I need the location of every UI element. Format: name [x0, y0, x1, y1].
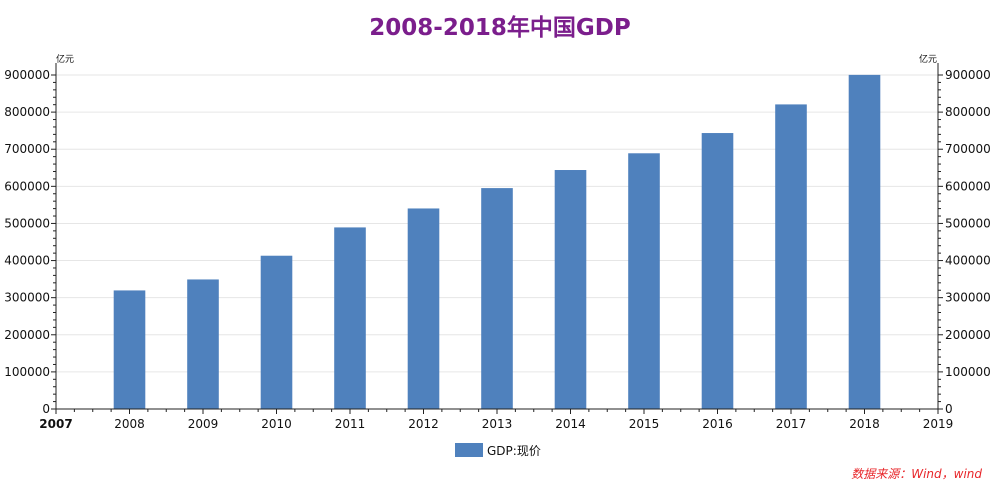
axes: 0 0 100000 100000 200000 200000 300000 300000 40…	[4, 63, 991, 431]
x-tick-label-2013: 2013	[482, 417, 513, 431]
bar-2017	[775, 104, 807, 410]
y-tick-label-right: 600000	[945, 179, 991, 193]
bar-2011	[334, 227, 366, 409]
legend-label: GDP:现价	[487, 443, 541, 458]
x-tick-label-2015: 2015	[629, 417, 660, 431]
y-tick-label-right: 100000	[945, 365, 991, 379]
x-tick-label-2018: 2018	[849, 417, 880, 431]
y-tick-label-right: 0	[945, 402, 953, 416]
bar-2018	[848, 74, 881, 410]
bar-2015	[628, 153, 660, 409]
bars	[113, 74, 881, 410]
y-tick-label-right: 300000	[945, 291, 991, 305]
y-unit-right-label: 亿元	[919, 53, 937, 65]
y-tick-label-left: 600000	[4, 179, 50, 193]
y-tick-label-right: 800000	[945, 105, 991, 119]
y-tick-label-right: 500000	[945, 216, 991, 230]
x-tick-label-2008: 2008	[114, 417, 145, 431]
bar-2013	[481, 188, 513, 409]
x-tick-label-2017: 2017	[776, 417, 807, 431]
y-tick-label-left: 300000	[4, 291, 50, 305]
y-tick-label-left: 800000	[4, 105, 50, 119]
x-tick-label-2010: 2010	[261, 417, 292, 431]
x-tick-label-2011: 2011	[335, 417, 366, 431]
x-tick-label-2009: 2009	[188, 417, 219, 431]
legend: GDP:现价	[455, 441, 541, 459]
y-tick-label-left: 900000	[4, 68, 50, 82]
x-tick-label-2019: 2019	[923, 417, 954, 431]
y-tick-label-left: 100000	[4, 365, 50, 379]
y-tick-label-left: 200000	[4, 328, 50, 342]
y-tick-label-left: 500000	[4, 216, 50, 230]
y-tick-label-left: 400000	[4, 254, 50, 268]
y-unit-left-label: 亿元	[56, 53, 74, 65]
x-tick-label-2012: 2012	[408, 417, 439, 431]
x-tick-label-2014: 2014	[555, 417, 586, 431]
bar-2008	[113, 290, 146, 409]
bar-2014	[554, 170, 587, 409]
source-note: 数据来源：Wind，wind	[851, 467, 982, 481]
y-tick-label-right: 700000	[945, 142, 991, 156]
bar-2012	[407, 208, 440, 409]
y-tick-label-left: 700000	[4, 142, 50, 156]
chart-title: 2008-2018年中国GDP	[369, 15, 631, 41]
legend-swatch	[455, 443, 483, 457]
bar-2009	[187, 279, 219, 409]
y-tick-label-right: 400000	[945, 254, 991, 268]
bar-2016	[701, 133, 734, 409]
bar-2010	[260, 255, 293, 409]
y-tick-label-right: 200000	[945, 328, 991, 342]
y-tick-label-left: 0	[42, 402, 50, 416]
x-tick-label-2007: 2007	[39, 417, 72, 431]
y-tick-label-right: 900000	[945, 68, 991, 82]
x-tick-label-2016: 2016	[702, 417, 733, 431]
